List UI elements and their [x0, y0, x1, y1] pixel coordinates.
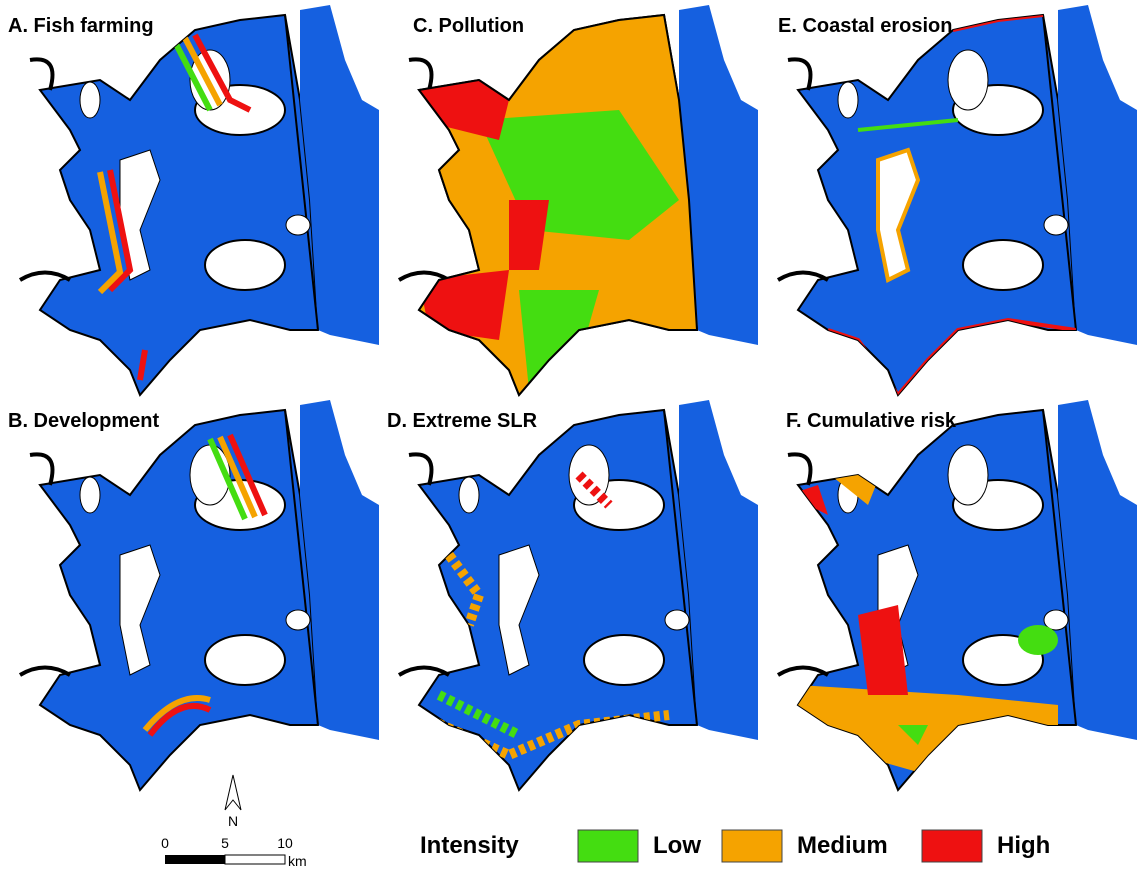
panel-title: A. Fish farming — [8, 15, 154, 37]
panel-f: F. Cumulative risk — [778, 400, 1137, 790]
legend-swatch — [922, 830, 982, 862]
scale-segment — [165, 855, 225, 864]
panel-title: F. Cumulative risk — [786, 410, 957, 432]
north-label: N — [228, 813, 238, 829]
panel-c: C. Pollution — [379, 0, 758, 400]
north-arrow — [225, 775, 241, 810]
scale-tick: 0 — [161, 835, 169, 851]
figure: A. Fish farming B. Development C. Pollut… — [0, 0, 1137, 871]
panel-b: B. Development — [8, 400, 379, 790]
panel-title: B. Development — [8, 410, 159, 432]
legend-label: Medium — [797, 832, 888, 859]
legend-swatch — [578, 830, 638, 862]
scale-tick: 10 — [277, 835, 293, 851]
scale-tick: 5 — [221, 835, 229, 851]
legend: Low Medium High — [578, 830, 1050, 862]
scale-segment — [225, 855, 285, 864]
panel-a: A. Fish farming — [8, 5, 379, 395]
panel-title: C. Pollution — [413, 15, 524, 37]
panel-d: D. Extreme SLR — [387, 400, 758, 790]
scale-unit: km — [288, 853, 307, 869]
panel-title: E. Coastal erosion — [778, 15, 953, 37]
panel-e: E. Coastal erosion — [778, 5, 1137, 395]
legend-title: Intensity — [420, 832, 519, 859]
legend-label: High — [997, 832, 1050, 859]
legend-label: Low — [653, 832, 701, 859]
panel-title: D. Extreme SLR — [387, 410, 538, 432]
legend-swatch — [722, 830, 782, 862]
